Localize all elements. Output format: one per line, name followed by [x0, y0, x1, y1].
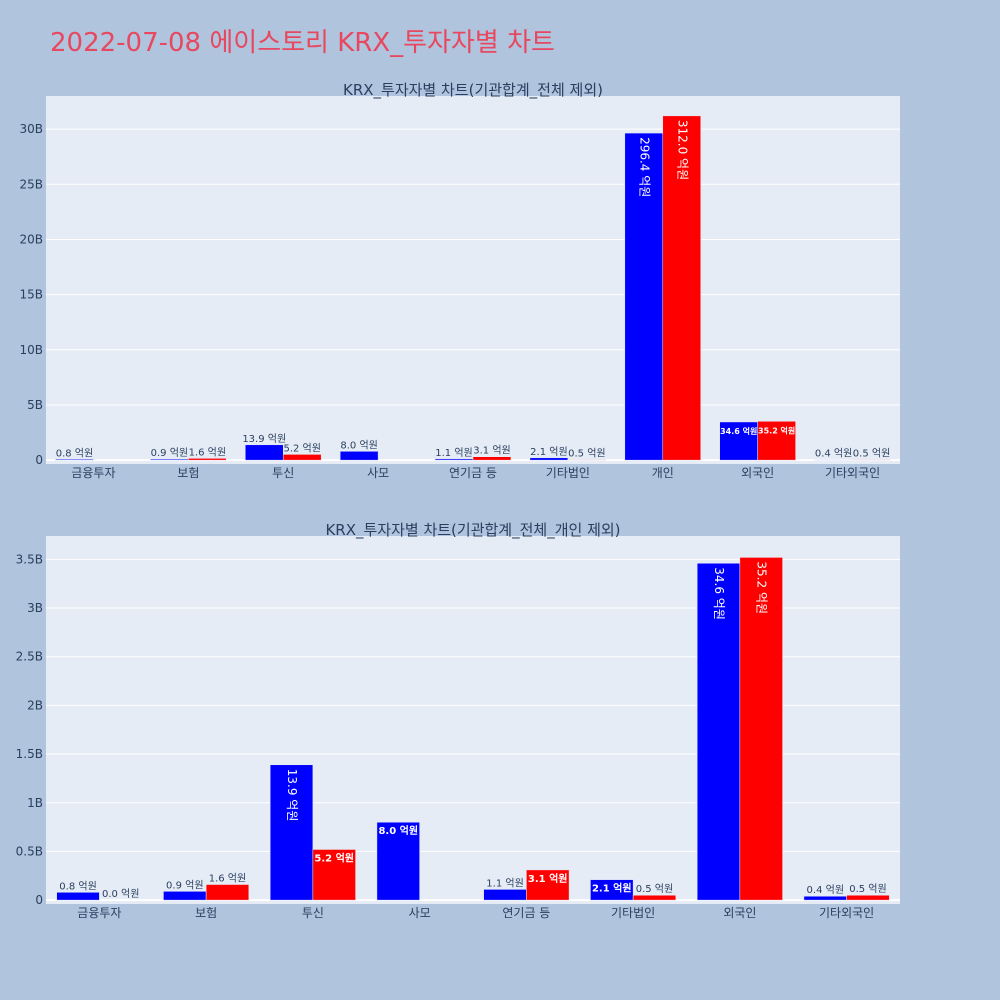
y-tick-label: 3B	[27, 601, 43, 615]
data-label: 2.1 억원	[592, 882, 632, 895]
bar[interactable]	[590, 879, 634, 901]
data-label: 312.0 억원	[675, 120, 689, 180]
bar[interactable]	[632, 894, 677, 901]
chart-title: KRX_투자자별 차트(기관합계_전체 제외)	[343, 81, 603, 100]
data-label: 0.9 억원	[166, 879, 203, 891]
data-label: 0.5 억원	[853, 448, 890, 460]
data-label: 8.0 억원	[378, 824, 418, 837]
chart-top: KRX_투자자별 차트(기관합계_전체 제외) 0 5B 10B 15B 20B 25B 30…	[19, 81, 900, 480]
data-label: 1.1 억원	[486, 877, 523, 889]
y-tick-label: 10B	[19, 343, 43, 357]
bar[interactable]	[852, 459, 891, 461]
data-label: 0.4 억원	[807, 884, 844, 896]
data-label: 0.5 억원	[636, 883, 673, 895]
x-tick-label: 개인	[652, 466, 674, 480]
data-label: 1.6 억원	[209, 873, 246, 885]
data-label: 34.6 억원	[712, 567, 726, 620]
plot-area	[46, 96, 900, 464]
data-label: 3.1 억원	[473, 445, 510, 457]
bar[interactable]	[376, 821, 420, 901]
bar[interactable]	[150, 458, 189, 461]
y-tick-label: 0	[35, 453, 43, 467]
data-label: 0.5 억원	[849, 883, 886, 895]
data-label: 1.6 억원	[189, 446, 226, 458]
data-label: 1.1 억원	[435, 447, 472, 459]
x-tick-label: 금융투자	[77, 906, 121, 920]
bar[interactable]	[312, 849, 356, 901]
y-tick-label: 5B	[27, 398, 43, 412]
bar[interactable]	[846, 894, 890, 901]
bar[interactable]	[55, 459, 94, 461]
data-label: 13.9 억원	[285, 769, 299, 822]
bar[interactable]	[188, 458, 227, 461]
data-label: 0.8 억원	[56, 447, 93, 459]
page-title: 2022-07-08 에이스토리 KRX_투자자별 차트	[50, 28, 555, 58]
y-tick-label: 20B	[19, 232, 43, 246]
bar[interactable]	[739, 557, 783, 901]
y-tick-label: 15B	[19, 288, 43, 302]
data-label: 8.0 억원	[340, 439, 377, 451]
y-tick-label: 0	[35, 893, 43, 907]
x-tick-label: 외국인	[723, 906, 756, 920]
data-label: 5.2 억원	[314, 851, 354, 864]
data-label: 0.8 억원	[59, 880, 96, 892]
data-label: 0.4 억원	[815, 448, 852, 460]
x-tick-label: 기타법인	[546, 466, 590, 480]
x-tick-label: 금융투자	[71, 466, 115, 480]
y-tick-label: 1.5B	[16, 747, 43, 761]
x-tick-label: 보험	[177, 466, 199, 480]
bar[interactable]	[472, 456, 512, 461]
data-label: 3.1 억원	[528, 872, 568, 885]
x-tick-label: 기타법인	[611, 906, 655, 920]
bar[interactable]	[245, 444, 284, 461]
data-label: 35.2 억원	[758, 425, 795, 435]
data-label: 296.4 억원	[637, 137, 651, 197]
y-tick-label: 1B	[27, 796, 43, 810]
x-tick-label: 보험	[195, 906, 217, 920]
bar[interactable]	[56, 892, 100, 901]
y-tick-label: 3.5B	[16, 552, 43, 566]
data-label: 0.5 억원	[568, 448, 605, 460]
bar[interactable]	[696, 563, 741, 901]
bar[interactable]	[757, 421, 796, 461]
bar[interactable]	[567, 459, 607, 461]
data-label: 0.9 억원	[151, 447, 188, 459]
x-tick-label: 연기금 등	[502, 906, 550, 920]
x-tick-label: 사모	[409, 906, 431, 920]
bar[interactable]	[339, 451, 379, 461]
y-tick-label: 25B	[19, 177, 43, 191]
bar[interactable]	[434, 458, 474, 461]
chart-title: KRX_투자자별 차트(기관합계_전체_개인 제외)	[325, 521, 620, 540]
y-tick-label: 2B	[27, 698, 43, 712]
data-label: 5.2 억원	[283, 442, 320, 454]
bar[interactable]	[163, 891, 207, 901]
x-tick-label: 사모	[367, 466, 389, 480]
data-label: 0.0 억원	[102, 888, 139, 900]
x-tick-label: 연기금 등	[449, 466, 497, 480]
bar[interactable]	[624, 132, 664, 461]
bar[interactable]	[803, 895, 847, 901]
bar[interactable]	[269, 764, 314, 901]
y-tick-label: 30B	[19, 122, 43, 136]
bar[interactable]	[282, 454, 322, 461]
x-tick-label: 기타외국인	[819, 906, 874, 920]
bar[interactable]	[483, 889, 527, 901]
bar[interactable]	[662, 115, 701, 461]
bar[interactable]	[529, 457, 569, 461]
x-tick-label: 투신	[272, 466, 294, 480]
data-label: 2.1 억원	[530, 446, 567, 458]
y-tick-label: 0.5B	[16, 844, 43, 858]
data-label: 35.2 억원	[755, 561, 769, 614]
bar[interactable]	[205, 884, 250, 901]
bar[interactable]	[719, 421, 758, 461]
data-label: 13.9 억원	[242, 433, 286, 445]
y-tick-label: 2.5B	[16, 650, 43, 664]
x-tick-label: 외국인	[741, 466, 774, 480]
bar[interactable]	[526, 869, 570, 901]
x-tick-label: 기타외국인	[825, 466, 880, 480]
x-tick-label: 투신	[302, 906, 324, 920]
chart-bottom: KRX_투자자별 차트(기관합계_전체_개인 제외) 0 0.5B 1B 1.5B 2B 2…	[16, 521, 900, 920]
data-label: 34.6 억원	[720, 426, 757, 436]
